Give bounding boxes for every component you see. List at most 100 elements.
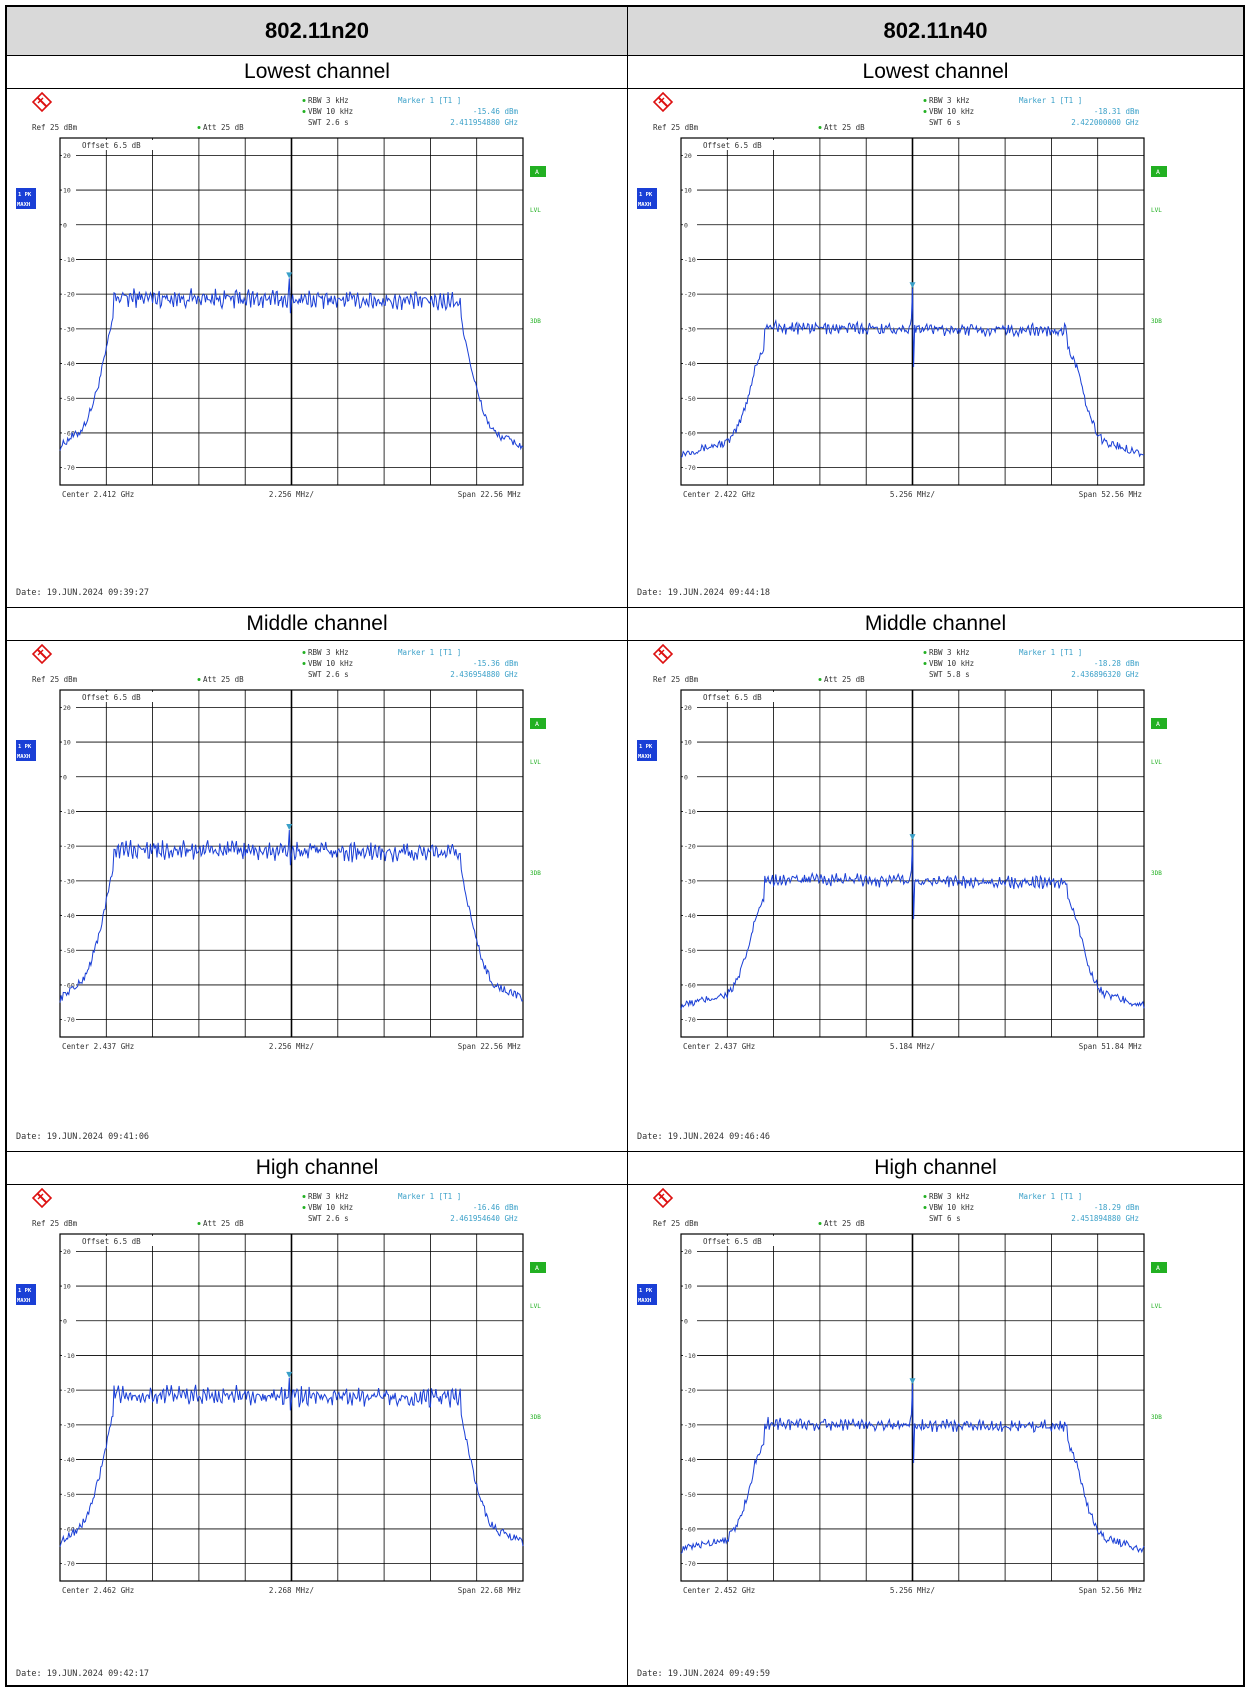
y-tick-backdrop bbox=[62, 255, 76, 264]
offset-backdrop bbox=[701, 692, 796, 702]
center-frequency-label: Center 2.412 GHz bbox=[62, 490, 134, 499]
rs-logo-icon bbox=[652, 1187, 674, 1209]
side-3db-label: 3DB bbox=[1151, 1414, 1162, 1421]
span-label: Span 52.56 MHz bbox=[1079, 490, 1142, 499]
spectrum-svg: RBW 3 kHz VBW 10 kHz SWT 6 s Marker 1 [T1 ]… bbox=[637, 1187, 1167, 1679]
side-a-badge bbox=[530, 1262, 546, 1273]
y-tick-backdrop bbox=[62, 1455, 76, 1464]
vbw-label: VBW 10 kHz bbox=[929, 107, 974, 116]
att-indicator-icon bbox=[197, 126, 201, 129]
y-tick-label: -50 bbox=[684, 1491, 696, 1499]
swt-label: SWT 2.6 s bbox=[308, 1214, 349, 1223]
y-tick-backdrop bbox=[62, 1282, 76, 1291]
y-tick-label: -70 bbox=[684, 1016, 696, 1024]
spectrum-svg: RBW 3 kHz VBW 10 kHz SWT 6 s Marker 1 [T1 ]… bbox=[637, 91, 1167, 598]
y-tick-label: -10 bbox=[63, 808, 75, 816]
column-divider bbox=[627, 7, 628, 1685]
vbw-label: VBW 10 kHz bbox=[308, 107, 353, 116]
y-tick-label: -30 bbox=[63, 877, 75, 885]
y-tick-label: -60 bbox=[684, 1525, 696, 1533]
center-frequency-label: Center 2.422 GHz bbox=[683, 490, 755, 499]
spectrum-trace-line bbox=[59, 278, 524, 451]
rbw-label: RBW 3 kHz bbox=[308, 96, 349, 105]
marker-point bbox=[909, 282, 916, 289]
y-tick-label: -40 bbox=[684, 912, 696, 920]
y-tick-label: -70 bbox=[63, 464, 75, 472]
y-tick-backdrop bbox=[62, 290, 76, 299]
trace-badge-bottom: MAXH bbox=[17, 1298, 30, 1304]
y-tick-label: -20 bbox=[684, 843, 696, 851]
vbw-indicator-icon bbox=[302, 110, 306, 113]
y-tick-backdrop bbox=[683, 980, 697, 989]
trace-badge bbox=[637, 740, 657, 761]
capture-date-label: Date: 19.JUN.2024 09:49:59 bbox=[637, 1669, 770, 1679]
spectrum-svg: RBW 3 kHz VBW 10 kHz SWT 2.6 s Marker 1 [T1… bbox=[16, 91, 546, 598]
offset-backdrop bbox=[80, 1236, 175, 1246]
y-tick-label: 10 bbox=[63, 739, 71, 747]
y-tick-backdrop bbox=[683, 876, 697, 885]
rbw-indicator-icon bbox=[302, 1195, 306, 1198]
marker-level: -15.46 dBm bbox=[473, 107, 519, 116]
marker-title: Marker 1 [T1 ] bbox=[398, 96, 461, 105]
y-tick-backdrop bbox=[62, 463, 76, 472]
y-tick-backdrop bbox=[683, 324, 697, 333]
spectrum-svg: RBW 3 kHz VBW 10 kHz SWT 2.6 s Marker 1 [T1… bbox=[16, 643, 546, 1142]
offset-label: Offset 6.5 dB bbox=[82, 1237, 141, 1246]
swt-label: SWT 6 s bbox=[929, 1214, 961, 1223]
row-label-middle-n20: Middle channel bbox=[7, 608, 627, 641]
marker-level: -15.36 dBm bbox=[473, 659, 519, 668]
vbw-indicator-icon bbox=[302, 1206, 306, 1209]
y-tick-backdrop bbox=[62, 1015, 76, 1024]
y-tick-backdrop bbox=[683, 463, 697, 472]
rs-logo-icon bbox=[652, 643, 674, 665]
y-tick-label: -50 bbox=[684, 395, 696, 403]
marker-level: -18.29 dBm bbox=[1094, 1203, 1140, 1212]
y-tick-label: 0 bbox=[63, 773, 67, 781]
vbw-label: VBW 10 kHz bbox=[929, 659, 974, 668]
rbw-indicator-icon bbox=[923, 1195, 927, 1198]
side-lvl-label: LVL bbox=[1151, 207, 1162, 214]
y-tick-backdrop bbox=[62, 1316, 76, 1325]
attenuation-label: Att 25 dB bbox=[824, 123, 865, 132]
vbw-label: VBW 10 kHz bbox=[308, 659, 353, 668]
y-tick-backdrop bbox=[62, 151, 76, 160]
y-tick-label: -40 bbox=[684, 1456, 696, 1464]
y-tick-label: -70 bbox=[63, 1560, 75, 1568]
y-tick-backdrop bbox=[62, 876, 76, 885]
division-label: 2.256 MHz/ bbox=[269, 490, 314, 499]
marker-point bbox=[286, 1371, 293, 1378]
y-tick-label: 20 bbox=[684, 704, 692, 712]
y-tick-backdrop bbox=[62, 738, 76, 747]
side-a-badge bbox=[1151, 718, 1167, 729]
spectrum-panel-n20-high: RBW 3 kHz VBW 10 kHz SWT 2.6 s Marker 1 [T1… bbox=[8, 1186, 626, 1686]
marker-frequency: 2.451894880 GHz bbox=[1071, 1214, 1139, 1223]
y-tick-label: -20 bbox=[63, 843, 75, 851]
y-tick-label: -60 bbox=[684, 429, 696, 437]
y-tick-label: -10 bbox=[684, 808, 696, 816]
y-tick-backdrop bbox=[683, 1015, 697, 1024]
ref-level-label: Ref 25 dBm bbox=[653, 123, 699, 132]
vbw-indicator-icon bbox=[302, 662, 306, 665]
swt-label: SWT 2.6 s bbox=[308, 118, 349, 127]
y-tick-label: -50 bbox=[63, 947, 75, 955]
y-tick-backdrop bbox=[683, 703, 697, 712]
trace-badge bbox=[16, 1284, 36, 1305]
rbw-indicator-icon bbox=[302, 99, 306, 102]
offset-backdrop bbox=[80, 692, 175, 702]
swt-label: SWT 2.6 s bbox=[308, 670, 349, 679]
y-tick-label: -30 bbox=[684, 877, 696, 885]
y-tick-backdrop bbox=[683, 1420, 697, 1429]
offset-label: Offset 6.5 dB bbox=[82, 693, 141, 702]
spectrum-trace-line bbox=[680, 288, 1145, 458]
y-tick-label: 20 bbox=[684, 1248, 692, 1256]
y-tick-backdrop bbox=[683, 1490, 697, 1499]
att-indicator-icon bbox=[818, 126, 822, 129]
division-label: 2.268 MHz/ bbox=[269, 1586, 314, 1595]
y-tick-label: -20 bbox=[684, 1387, 696, 1395]
side-a-badge bbox=[530, 166, 546, 177]
y-tick-label: -50 bbox=[63, 395, 75, 403]
side-a-badge bbox=[1151, 166, 1167, 177]
capture-date-label: Date: 19.JUN.2024 09:46:46 bbox=[637, 1132, 770, 1142]
y-tick-label: -40 bbox=[63, 912, 75, 920]
y-tick-backdrop bbox=[62, 842, 76, 851]
